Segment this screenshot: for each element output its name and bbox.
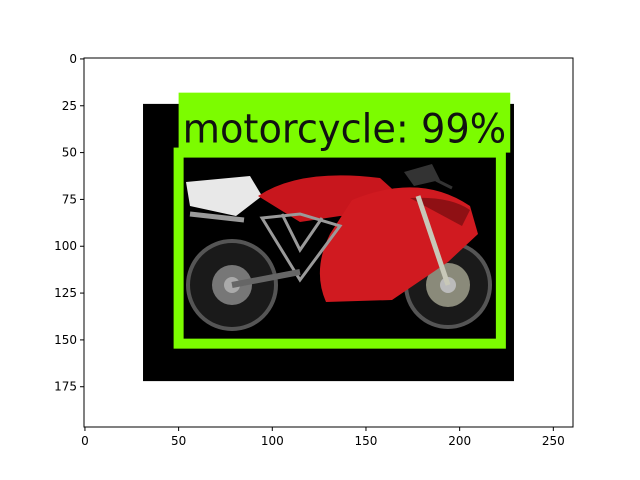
x-tick-label: 50 (171, 434, 186, 448)
y-tick-label: 125 (54, 286, 77, 300)
motorcycle-image (186, 164, 492, 331)
x-tick-label: 250 (542, 434, 565, 448)
y-axis: 0 25 50 75 100 125 150 175 (54, 52, 84, 394)
detection-label-background (178, 92, 511, 153)
image-layer: motorcycle: 99% (143, 92, 514, 382)
x-tick-label: 100 (261, 434, 284, 448)
axes-frame (83, 57, 574, 428)
x-axis: 0 50 100 150 200 250 (81, 427, 565, 448)
y-tick-label: 100 (54, 239, 77, 253)
y-tick-label: 150 (54, 333, 77, 347)
x-tick-label: 0 (81, 434, 89, 448)
detection-label: motorcycle: 99% (183, 107, 507, 153)
x-tick-label: 200 (448, 434, 471, 448)
x-tick-label: 150 (355, 434, 378, 448)
y-tick-label: 25 (62, 99, 77, 113)
y-tick-label: 175 (54, 380, 77, 394)
y-tick-label: 75 (62, 192, 77, 206)
y-tick-label: 0 (69, 52, 77, 66)
y-tick-label: 50 (62, 146, 77, 160)
